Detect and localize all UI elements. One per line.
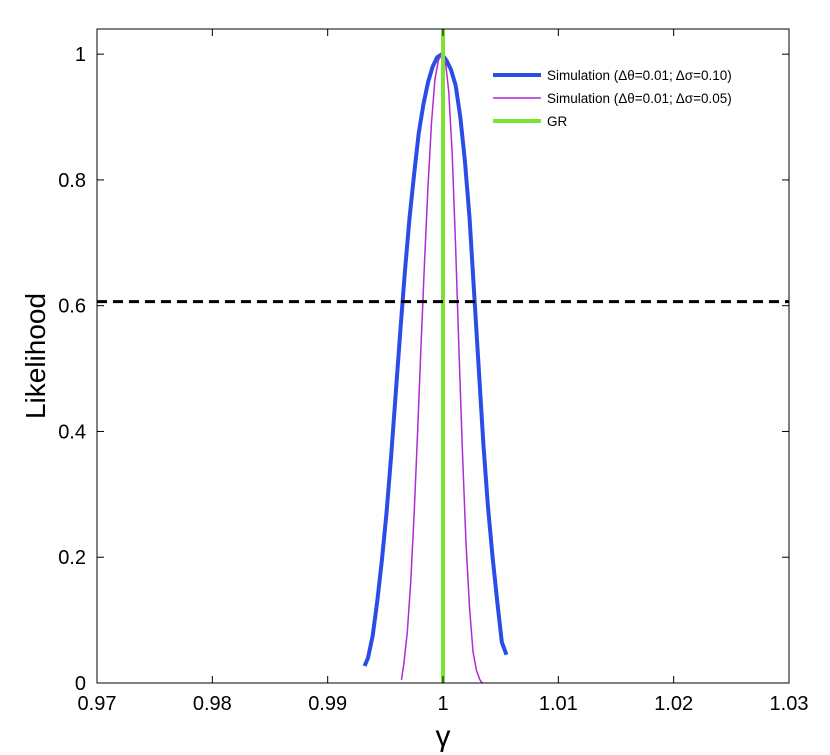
x-axis-label: γ (436, 720, 451, 753)
x-tick-labels: 0.97 0.98 0.99 1 1.01 1.02 1.03 (78, 693, 809, 715)
y-tick-label: 0.6 (58, 296, 86, 318)
x-tick-label: 0.98 (193, 693, 232, 715)
y-tick-label: 0.2 (58, 547, 86, 569)
x-tick-label: 0.97 (78, 693, 117, 715)
y-tick-label: 0 (75, 673, 86, 695)
y-axis-label: Likelihood (20, 293, 51, 419)
x-tick-label: 0.99 (308, 693, 347, 715)
legend-label: GR (547, 114, 568, 129)
series-simulation-dsigma-0.10 (362, 52, 509, 667)
legend-label: Simulation (Δθ=0.01; Δσ=0.10) (547, 68, 732, 83)
tick-layer (96, 29, 790, 684)
y-tick-label: 0.8 (58, 170, 86, 192)
y-tick-label: 1 (75, 44, 86, 66)
x-tick-label: 1 (437, 693, 448, 715)
legend: Simulation (Δθ=0.01; Δσ=0.10) Simulation … (493, 68, 732, 129)
y-tick-label: 0.4 (58, 421, 86, 443)
y-tick-labels: 0 0.2 0.4 0.6 0.8 1 (58, 44, 86, 695)
x-tick-label: 1.01 (539, 693, 578, 715)
x-tick-label: 1.02 (654, 693, 693, 715)
x-tick-label: 1.03 (770, 693, 809, 715)
series-layer (362, 29, 509, 684)
legend-label: Simulation (Δθ=0.01; Δσ=0.05) (547, 91, 732, 106)
